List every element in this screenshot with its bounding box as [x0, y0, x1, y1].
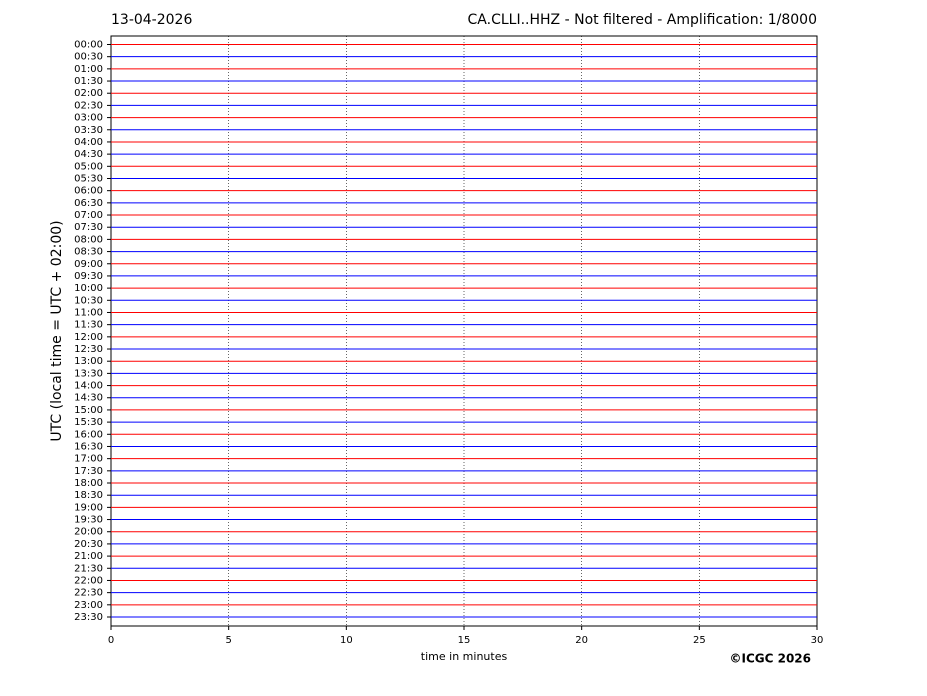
y-tick-label: 14:30 [74, 393, 103, 404]
y-tick-label: 01:00 [74, 64, 103, 75]
y-tick-label: 19:30 [74, 515, 103, 526]
y-tick-label: 05:30 [74, 173, 103, 184]
y-tick-label: 03:00 [74, 113, 103, 124]
y-tick-label: 22:30 [74, 588, 103, 599]
y-tick-label: 16:00 [74, 429, 103, 440]
y-tick-label: 10:30 [74, 295, 103, 306]
y-tick-label: 20:30 [74, 539, 103, 550]
y-tick-label: 14:00 [74, 381, 103, 392]
y-tick-label: 04:30 [74, 149, 103, 160]
y-tick-label: 00:30 [74, 52, 103, 63]
y-tick-label: 13:00 [74, 356, 103, 367]
y-tick-label: 08:30 [74, 247, 103, 258]
y-tick-label: 21:30 [74, 563, 103, 574]
y-tick-label: 11:30 [74, 320, 103, 331]
y-tick-label: 17:30 [74, 466, 103, 477]
y-tick-label: 11:00 [74, 307, 103, 318]
y-axis-label: UTC (local time = UTC + 02:00) [49, 220, 65, 441]
x-tick-label: 0 [108, 635, 114, 646]
y-tick-label: 06:00 [74, 186, 103, 197]
y-tick-label: 00:00 [74, 40, 103, 51]
credit: ©ICGC 2026 [729, 652, 811, 666]
y-tick-label: 23:30 [74, 612, 103, 623]
y-tick-label: 12:00 [74, 332, 103, 343]
y-tick-label: 12:30 [74, 344, 103, 355]
y-tick-label: 07:00 [74, 210, 103, 221]
y-tick-label: 09:00 [74, 259, 103, 270]
y-tick-label: 09:30 [74, 271, 103, 282]
y-tick-label: 13:30 [74, 368, 103, 379]
y-tick-label: 10:00 [74, 283, 103, 294]
y-tick-label: 08:00 [74, 234, 103, 245]
y-tick-label: 19:00 [74, 502, 103, 513]
y-tick-label: 01:30 [74, 76, 103, 87]
x-tick-label: 25 [693, 635, 706, 646]
x-axis-label: time in minutes [421, 650, 508, 663]
x-tick-label: 10 [340, 635, 353, 646]
y-tick-label: 18:30 [74, 490, 103, 501]
station-title: CA.CLLI..HHZ - Not filtered - Amplificat… [468, 12, 817, 28]
x-tick-label: 20 [575, 635, 588, 646]
y-tick-label: 02:00 [74, 88, 103, 99]
y-tick-label: 03:30 [74, 125, 103, 136]
date-title: 13-04-2026 [111, 12, 192, 28]
y-tick-label: 15:00 [74, 405, 103, 416]
y-tick-label: 18:00 [74, 478, 103, 489]
y-tick-label: 05:00 [74, 161, 103, 172]
y-tick-label: 20:00 [74, 527, 103, 538]
y-tick-label: 07:30 [74, 222, 103, 233]
x-tick-label: 30 [811, 635, 824, 646]
y-tick-label: 21:00 [74, 551, 103, 562]
y-tick-label: 04:00 [74, 137, 103, 148]
y-tick-label: 15:30 [74, 417, 103, 428]
y-tick-label: 17:00 [74, 454, 103, 465]
y-tick-label: 16:30 [74, 441, 103, 452]
y-tick-label: 23:00 [74, 600, 103, 611]
x-tick-label: 5 [225, 635, 231, 646]
x-tick-label: 15 [458, 635, 471, 646]
y-tick-label: 22:00 [74, 575, 103, 586]
y-tick-label: 06:30 [74, 198, 103, 209]
y-tick-label: 02:30 [74, 100, 103, 111]
